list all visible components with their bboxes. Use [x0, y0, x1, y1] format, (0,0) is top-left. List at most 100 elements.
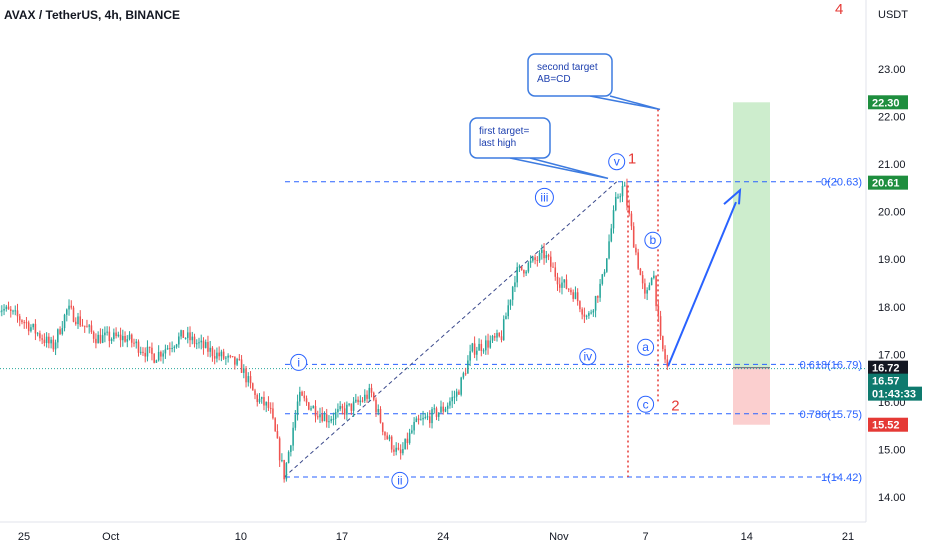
candle — [238, 359, 241, 361]
candle — [21, 320, 23, 323]
candle — [23, 322, 26, 324]
candle — [585, 315, 588, 317]
candle — [458, 391, 460, 395]
candle — [299, 391, 301, 402]
candle — [583, 314, 586, 317]
candle — [415, 418, 418, 422]
candle — [482, 350, 485, 352]
price-badge — [868, 95, 908, 110]
candle — [200, 340, 203, 343]
price-tick-label: 19.00 — [878, 254, 906, 266]
candle — [641, 275, 644, 284]
candle — [554, 267, 557, 277]
projection-arrow-head — [723, 187, 742, 205]
candle — [54, 342, 57, 350]
callout-text: last high — [479, 138, 516, 149]
candle — [368, 387, 371, 399]
price-tick-label: 22.00 — [878, 112, 906, 124]
candle — [507, 305, 509, 317]
candle — [305, 398, 308, 403]
candle — [319, 414, 321, 418]
candle — [316, 416, 319, 418]
candle — [426, 416, 429, 418]
candle — [314, 406, 317, 417]
candle — [608, 241, 610, 259]
candle — [59, 329, 61, 334]
price-axis[interactable]: 14.0015.0016.0017.0018.0019.0020.0021.00… — [878, 64, 906, 504]
candle — [160, 351, 162, 357]
candle — [545, 255, 548, 259]
candle — [323, 414, 326, 422]
candle — [142, 351, 144, 353]
wave-label: c — [643, 397, 649, 411]
wave-label-circle — [579, 348, 597, 366]
candle — [175, 344, 178, 347]
candle — [381, 422, 384, 432]
candle — [229, 355, 232, 357]
candle — [146, 346, 149, 357]
candle — [32, 323, 34, 328]
candle — [632, 226, 635, 248]
candle — [370, 387, 373, 393]
candle — [265, 402, 267, 406]
candle — [90, 325, 93, 333]
candle — [209, 347, 211, 352]
price-tick-label: 21.00 — [878, 159, 906, 171]
candle — [191, 336, 194, 341]
candle — [408, 432, 411, 444]
candle — [256, 395, 259, 403]
candle — [664, 348, 666, 360]
position-zones — [733, 102, 770, 425]
candle — [612, 210, 615, 229]
candle — [39, 333, 41, 339]
candle — [361, 400, 364, 402]
candle — [601, 274, 604, 284]
candle — [498, 332, 501, 337]
candle — [162, 353, 164, 357]
candle — [614, 196, 617, 211]
candle — [534, 257, 536, 260]
candle — [50, 339, 52, 344]
loss-zone — [733, 367, 770, 425]
wave-label: i — [297, 355, 300, 369]
candle — [644, 283, 646, 294]
red-wave-number: 2 — [671, 398, 679, 415]
time-axis[interactable]: 25 Oct 10 17 24 Nov 7 14 21 — [18, 531, 854, 543]
candle — [292, 427, 294, 446]
candle — [218, 352, 220, 357]
candle — [471, 343, 474, 352]
candle — [563, 279, 566, 283]
candle — [594, 296, 597, 311]
candle — [538, 252, 541, 261]
candle — [66, 309, 68, 315]
candle — [590, 312, 592, 314]
candle — [285, 463, 288, 480]
callout-text: AB=CD — [537, 74, 571, 85]
candle — [637, 252, 639, 269]
candle — [451, 397, 453, 402]
candle — [428, 416, 431, 424]
candle — [420, 419, 422, 421]
candle — [442, 406, 445, 412]
candle — [453, 396, 456, 398]
candle — [92, 332, 95, 339]
candle — [653, 275, 655, 278]
candle — [119, 334, 122, 341]
candle — [110, 339, 113, 342]
candle — [5, 306, 8, 309]
candle — [406, 438, 409, 444]
candle — [630, 213, 633, 227]
candle — [222, 351, 225, 359]
candle — [189, 332, 191, 341]
candle — [597, 296, 599, 298]
candle — [576, 292, 579, 302]
candle — [52, 339, 55, 350]
candle — [77, 316, 79, 325]
candle — [549, 256, 552, 267]
corner-number: 4 — [835, 1, 843, 18]
candle — [182, 330, 185, 338]
candle — [144, 352, 146, 357]
time-tick-label: Nov — [549, 531, 569, 543]
candle — [312, 406, 315, 409]
